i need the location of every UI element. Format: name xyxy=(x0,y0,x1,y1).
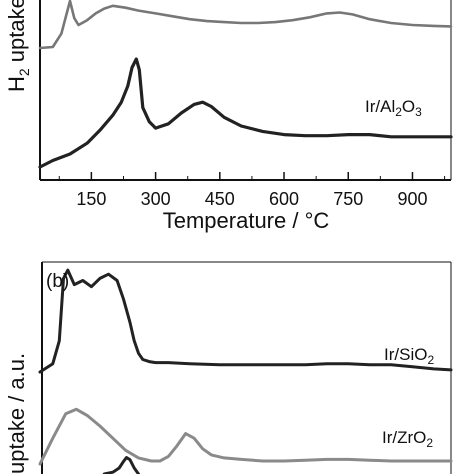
label-al2o3-mid: O xyxy=(402,97,415,116)
series-label-ir-sio2: Ir/SiO2 xyxy=(384,345,434,367)
panel-a-ticks: 150 300 450 600 750 900 xyxy=(58,172,446,209)
x-tick-label-600: 600 xyxy=(269,189,299,209)
ylabel-sub: 2 xyxy=(16,68,32,76)
series-line-1-1 xyxy=(38,407,453,466)
panel-a-lines xyxy=(38,0,453,169)
label-al2o3-main: Ir/Al xyxy=(365,97,395,116)
panel-b-y-axis-title: uptake / a.u. xyxy=(4,353,29,474)
x-tick-label-300: 300 xyxy=(141,189,171,209)
series-line-1-0 xyxy=(38,268,453,374)
label-al2o3-sub2: 3 xyxy=(415,105,422,119)
series-label-ir-al2o3: Ir/Al2O3 xyxy=(365,97,422,119)
panel-b-label: (b) xyxy=(46,271,69,292)
x-tick-label-450: 450 xyxy=(205,189,235,209)
label-sio2-main: Ir/SiO xyxy=(384,345,427,364)
panel-a-x-axis-title: Temperature / °C xyxy=(163,208,330,233)
x-tick-label-150: 150 xyxy=(76,189,106,209)
series-line-0-1 xyxy=(38,57,453,169)
ylabel-main: H xyxy=(4,76,29,92)
x-tick-label-900: 900 xyxy=(397,189,427,209)
label-al2o3-sub1: 2 xyxy=(395,105,402,119)
series-line-0-0 xyxy=(38,0,453,50)
label-zro2-main: Ir/ZrO xyxy=(382,428,426,447)
panel-a-y-axis-title: H2 uptake xyxy=(4,0,32,92)
series-line-1-2 xyxy=(102,456,140,474)
panel-b: (b) uptake / a.u. Ir/SiO2 Ir/ZrO2 xyxy=(4,261,453,474)
label-zro2-sub1: 2 xyxy=(426,436,433,450)
ylabel-rest: uptake xyxy=(4,0,29,68)
label-sio2-sub1: 2 xyxy=(427,353,434,367)
x-tick-label-750: 750 xyxy=(333,189,363,209)
panel-a: 150 300 450 600 750 900 H2 uptake Temperature… xyxy=(4,0,453,233)
series-label-ir-zro2: Ir/ZrO2 xyxy=(382,428,433,450)
panel-b-lines xyxy=(38,268,453,474)
